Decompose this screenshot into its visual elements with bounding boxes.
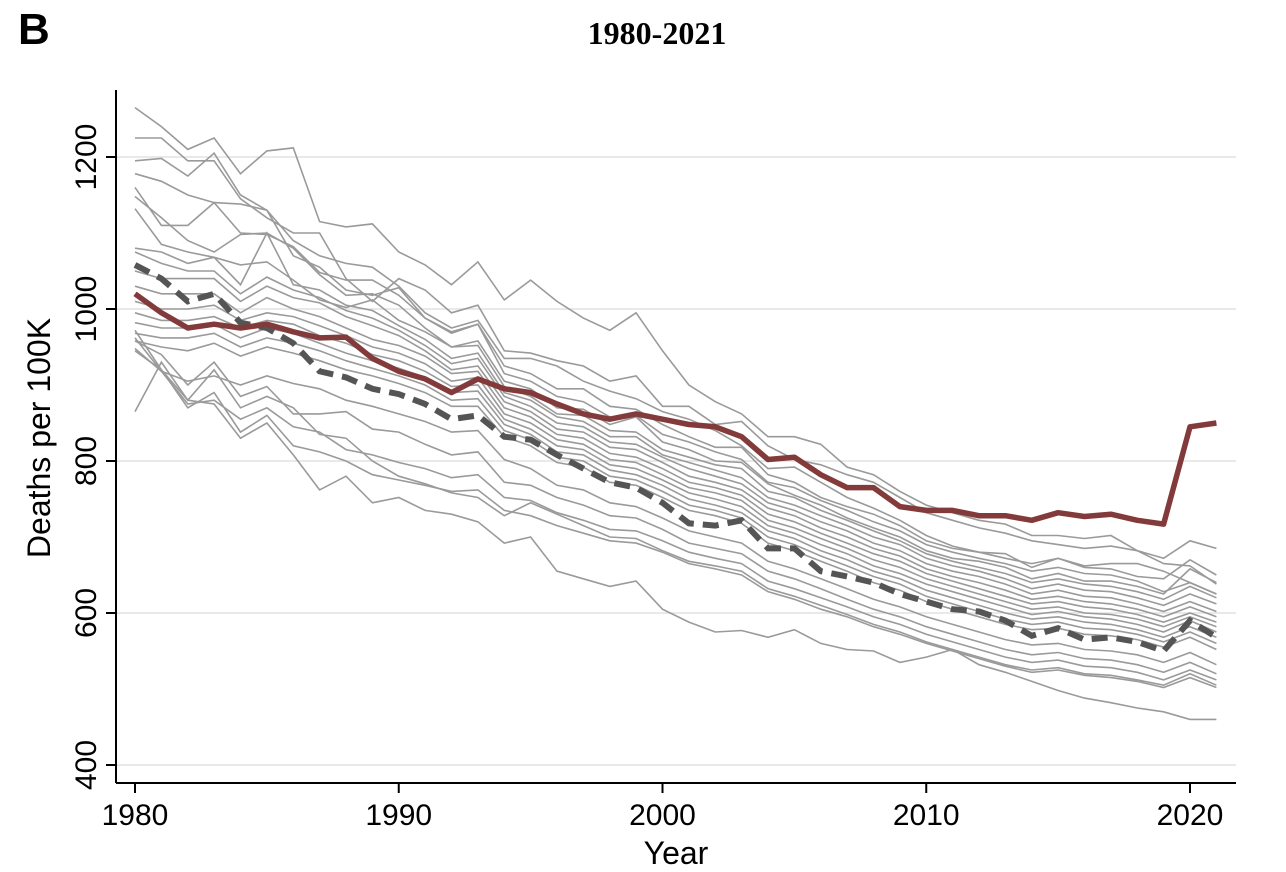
x-axis-label: Year <box>644 835 709 871</box>
x-axis-ticks: 1980 1990 2000 2010 2020 <box>102 783 1224 832</box>
y-tick-label-600: 600 <box>70 588 103 638</box>
x-tick-label-1980: 1980 <box>102 799 169 832</box>
series-line-17 <box>134 347 1217 666</box>
series-line-19 <box>134 337 1217 681</box>
x-tick-label-2000: 2000 <box>629 799 696 832</box>
y-tick-label-800: 800 <box>70 436 103 486</box>
series-line-6 <box>134 195 1217 595</box>
y-tick-label-1000: 1000 <box>70 276 103 343</box>
series-line-2 <box>135 137 1217 560</box>
series-line-13 <box>134 312 1217 633</box>
other-series-lines <box>134 106 1217 721</box>
highlight-series-line <box>133 291 1217 527</box>
y-tick-label-1200: 1200 <box>70 124 103 191</box>
series-line-22 <box>134 360 1217 687</box>
panel-label: B <box>18 5 50 54</box>
series-line-5 <box>134 186 1217 595</box>
series-line-16 <box>134 340 1217 651</box>
series-line-4 <box>134 172 1217 580</box>
series-line-7 <box>134 208 1217 601</box>
y-axis-ticks: 400 600 800 1000 1200 <box>70 124 116 790</box>
x-tick-label-2020: 2020 <box>1157 799 1224 832</box>
series-line-12 <box>134 300 1217 628</box>
series-line-9 <box>134 251 1217 613</box>
series-line-18 <box>134 340 1217 675</box>
highlight-series-path <box>133 291 1217 527</box>
series-line-21 <box>134 350 1217 721</box>
y-tick-label-400: 400 <box>70 740 103 790</box>
series-line-11 <box>134 285 1217 623</box>
x-tick-label-1990: 1990 <box>365 799 432 832</box>
gridlines <box>116 156 1236 766</box>
y-axis-label: Deaths per 100K <box>21 318 57 558</box>
chart-title: 1980-2021 <box>588 15 727 51</box>
series-line-15 <box>134 332 1217 645</box>
x-tick-label-2010: 2010 <box>893 799 960 832</box>
series-line-3 <box>134 151 1217 595</box>
series-line-10 <box>134 270 1217 618</box>
axes <box>115 90 1236 784</box>
series-line-1 <box>134 106 1217 585</box>
series-line-14 <box>134 321 1217 639</box>
series-line-20 <box>134 329 1217 689</box>
series-line-8 <box>134 231 1217 607</box>
